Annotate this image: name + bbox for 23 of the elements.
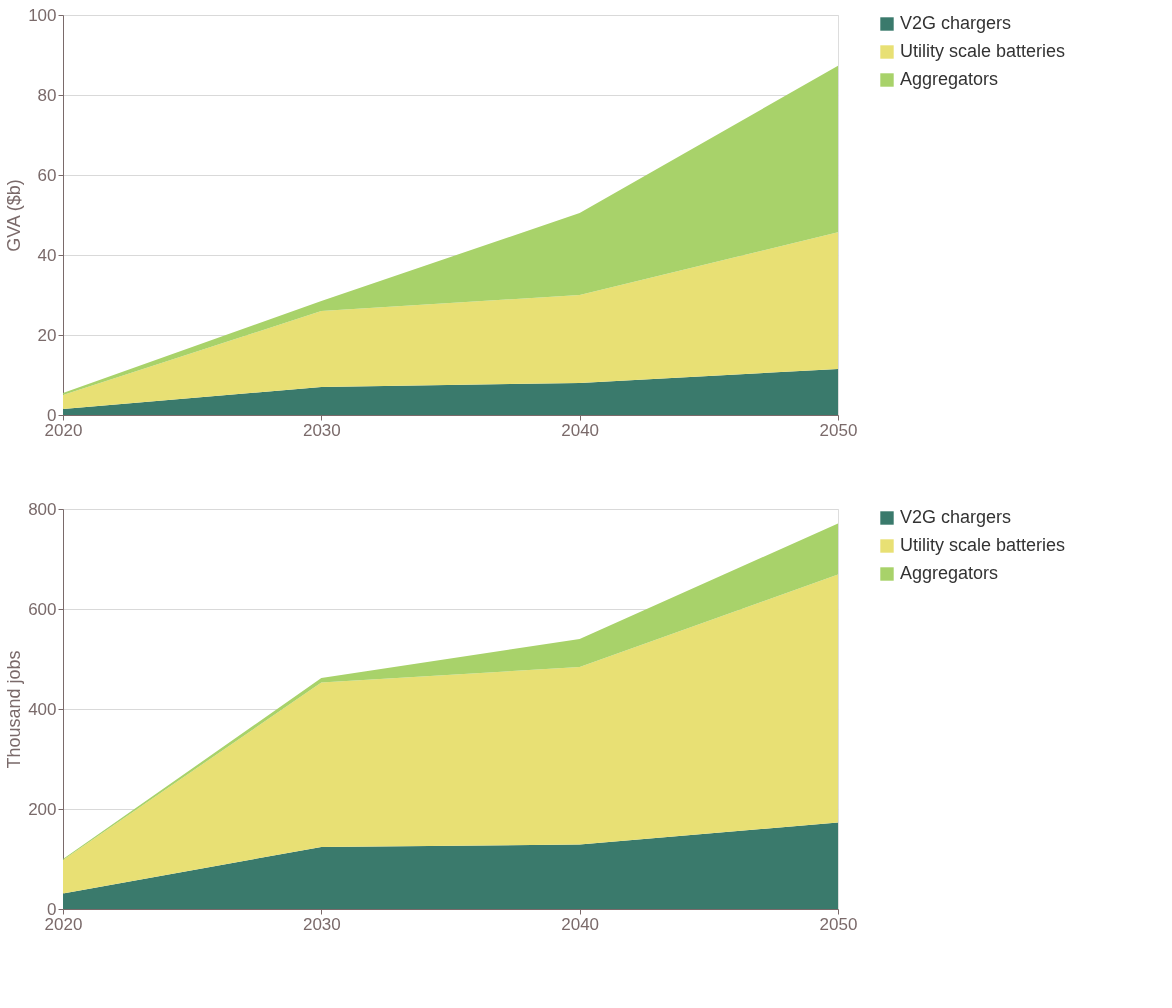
x-tick-label: 2040 <box>561 420 600 440</box>
y-tick-label: 600 <box>28 599 57 619</box>
x-tick-label: 2050 <box>819 914 858 934</box>
x-tick-label: 2050 <box>819 420 858 440</box>
x-tick-label: 2030 <box>302 420 341 440</box>
y-tick-label: 40 <box>37 245 57 265</box>
legend-label: V2G chargers <box>900 13 1012 33</box>
legend-label: Aggregators <box>900 69 999 89</box>
y-tick-label: 800 <box>28 499 57 519</box>
x-tick-label: 2030 <box>302 914 341 934</box>
y-tick-label: 100 <box>28 5 57 25</box>
y-axis-title: GVA ($b) <box>4 179 25 252</box>
legend-label: Utility scale batteries <box>900 41 1066 61</box>
legend-label: Utility scale batteries <box>900 535 1066 555</box>
y-axis-title: Thousand jobs <box>4 650 25 769</box>
legend-label: Aggregators <box>900 563 999 583</box>
y-tick-label: 200 <box>28 799 57 819</box>
y-tick-label: 60 <box>37 165 57 185</box>
x-tick-label: 2040 <box>561 914 600 934</box>
y-tick-label: 80 <box>37 85 57 105</box>
legend-label: V2G chargers <box>900 507 1012 527</box>
y-tick-label: 400 <box>28 699 57 719</box>
y-tick-label: 20 <box>37 325 57 345</box>
